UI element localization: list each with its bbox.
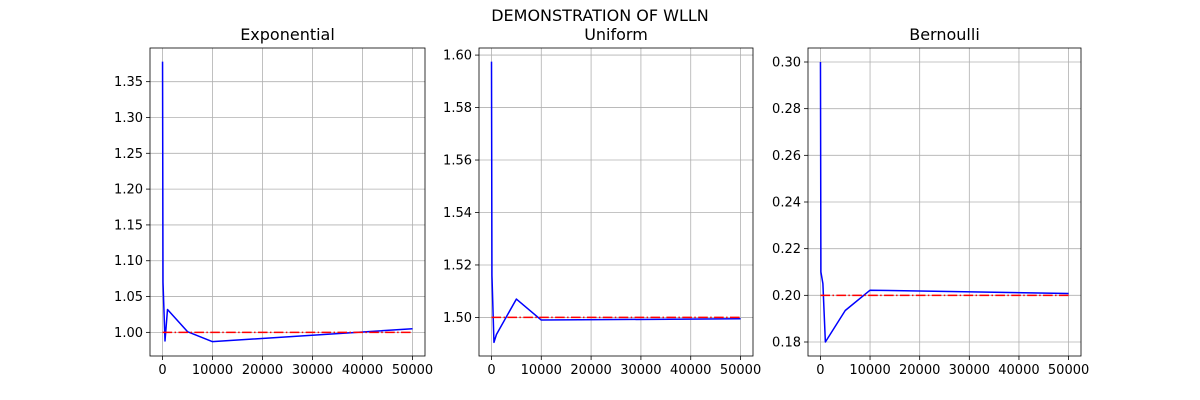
panel-1-ytick-label-3: 1.15: [114, 218, 143, 233]
panel-3-xtick-label-4: 40000: [998, 363, 1039, 378]
panel-1-xtick-label-5: 50000: [392, 363, 433, 378]
panel-1-ytick-label-2: 1.10: [114, 254, 143, 269]
panel-2-frame: [478, 47, 754, 357]
panel-1-ytick-label-0: 1.00: [114, 326, 143, 341]
panel-2-xtick-label-4: 40000: [670, 363, 711, 378]
panel-3-sample-mean-line: [819, 61, 1069, 343]
panel-1-title: Exponential: [240, 25, 335, 44]
panel-1-ytick-label-6: 1.30: [114, 111, 143, 126]
panel-2-ytick-label-5: 1.60: [443, 49, 472, 64]
panel-1-xtick-label-4: 40000: [342, 363, 383, 378]
panel-1-xtick-label-0: 0: [158, 363, 166, 378]
panel-2-xtick-label-3: 30000: [620, 363, 661, 378]
panel-3-ytick-label-6: 0.30: [772, 56, 801, 71]
panel-2-ytick-label-0: 1.50: [443, 311, 472, 326]
panel-1-ytick-label-1: 1.05: [114, 290, 143, 305]
panel-3-xtick-label-1: 10000: [849, 363, 890, 378]
panel-2: 0 10000 20000 30000 40000 50000 1.50 1.52 1.54 1.…: [443, 25, 761, 378]
panel-1-ytick-label-4: 1.20: [114, 183, 143, 198]
panel-2-ytick-label-1: 1.52: [443, 258, 472, 273]
panel-3-title: Bernoulli: [909, 25, 980, 44]
panel-2-sample-mean-line: [490, 61, 741, 344]
panel-3-ytick-label-4: 0.26: [772, 149, 801, 164]
panel-3-ytick-label-5: 0.28: [772, 102, 801, 117]
panel-1-ytick-label-7: 1.35: [114, 75, 143, 90]
panel-1-frame: [149, 47, 426, 357]
panel-1-xtick-label-3: 30000: [292, 363, 333, 378]
panel-2-xtick-label-1: 10000: [521, 363, 562, 378]
panel-3-ytick-label-2: 0.22: [772, 242, 801, 257]
panel-3-ytick-label-1: 0.20: [772, 289, 801, 304]
panel-2-xtick-label-0: 0: [487, 363, 495, 378]
panel-3-ytick-label-3: 0.24: [772, 196, 801, 211]
panel-1-ytick-label-5: 1.25: [114, 147, 143, 162]
panel-1-xtick-label-1: 10000: [192, 363, 233, 378]
panel-3-xtick-label-2: 20000: [899, 363, 940, 378]
panel-2-ytick-label-3: 1.56: [443, 154, 472, 169]
panel-2-title: Uniform: [584, 25, 648, 44]
panel-1-sample-mean-line: [161, 61, 413, 343]
panel-2-ytick-label-2: 1.54: [443, 206, 472, 221]
panel-3-ytick-label-0: 0.18: [772, 336, 801, 351]
panel-3-xtick-label-3: 30000: [949, 363, 990, 378]
panel-1: 0 10000 20000 30000 40000 50000 1.00 1.05 1.10 1.…: [114, 25, 433, 378]
panel-2-xtick-label-2: 20000: [570, 363, 611, 378]
figure-suptitle: DEMONSTRATION OF WLLN: [491, 6, 709, 25]
panel-3-xtick-label-0: 0: [816, 363, 824, 378]
panel-2-ytick-label-4: 1.58: [443, 101, 472, 116]
panel-3-xtick-label-5: 50000: [1048, 363, 1089, 378]
panel-3: 0 10000 20000 30000 40000 50000 0.18 0.20 0.22 0.…: [772, 25, 1089, 378]
panel-1-xtick-label-2: 20000: [242, 363, 283, 378]
panel-2-xtick-label-5: 50000: [720, 363, 761, 378]
